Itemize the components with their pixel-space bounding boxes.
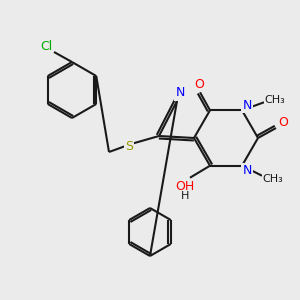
Text: S: S bbox=[125, 140, 133, 154]
Text: N: N bbox=[175, 86, 185, 100]
Text: OH: OH bbox=[176, 180, 195, 193]
Text: Cl: Cl bbox=[40, 40, 52, 53]
Text: H: H bbox=[181, 191, 189, 201]
Text: CH₃: CH₃ bbox=[262, 174, 284, 184]
Text: CH₃: CH₃ bbox=[265, 95, 285, 105]
Text: O: O bbox=[278, 116, 288, 130]
Text: O: O bbox=[194, 78, 204, 91]
Text: N: N bbox=[242, 164, 252, 177]
Text: N: N bbox=[242, 99, 252, 112]
